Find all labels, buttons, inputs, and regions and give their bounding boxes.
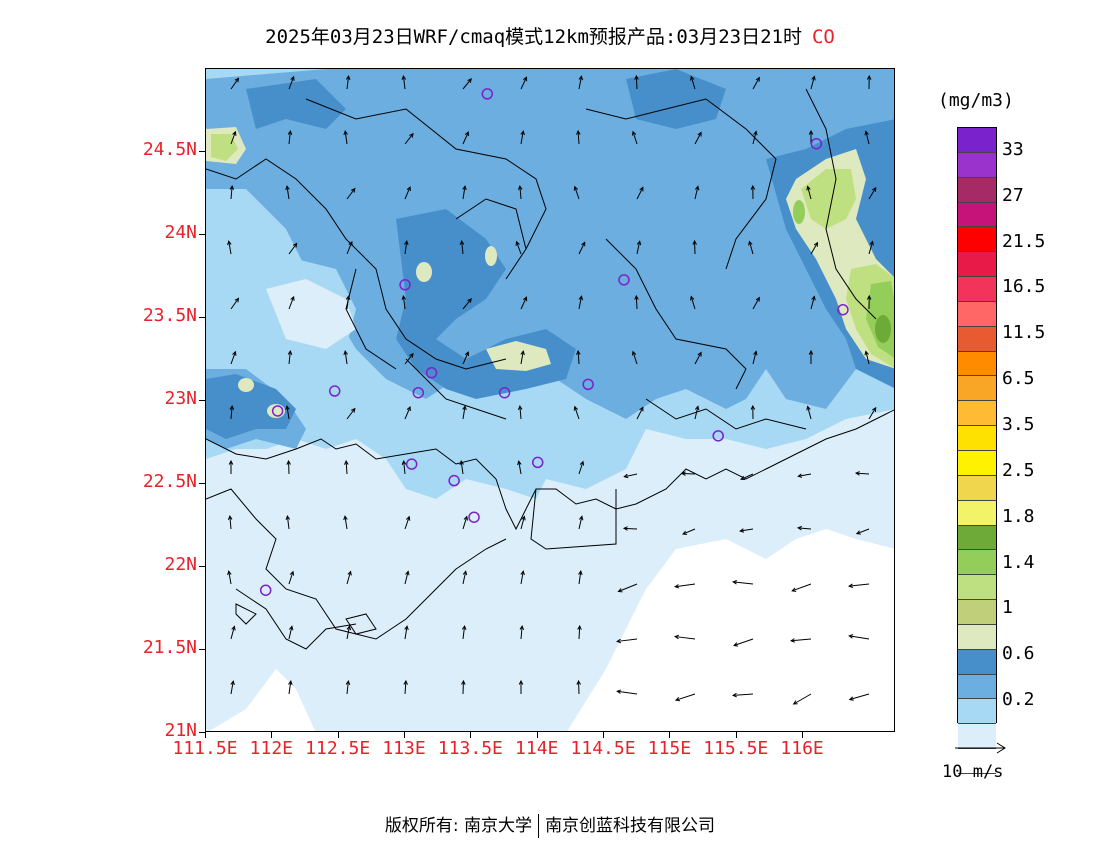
colorbar-swatch — [958, 675, 996, 700]
lon-tick — [669, 732, 670, 738]
title-species: CO — [812, 26, 835, 48]
colorbar-swatch — [958, 302, 996, 327]
lat-label: 24.5N — [117, 139, 197, 160]
colorbar-swatch — [958, 277, 996, 302]
lon-tick — [736, 732, 737, 738]
lon-label: 116E — [762, 738, 842, 759]
field-1b-a — [416, 262, 432, 282]
copyright-right: 南京创蓝科技有限公司 — [545, 816, 715, 836]
lat-label: 22N — [117, 554, 197, 575]
title-main: 2025年03月23日WRF/cmaq模式12km预报产品:03月23日21时 — [265, 26, 802, 48]
colorbar-swatch — [958, 550, 996, 575]
lat-label: 23N — [117, 388, 197, 409]
colorbar-swatch — [958, 501, 996, 526]
field-1b-c — [238, 378, 254, 392]
colorbar-label: 2.5 — [1002, 460, 1035, 481]
lon-tick — [271, 732, 272, 738]
colorbar-unit: (mg/m3) — [938, 90, 1014, 111]
colorbar-swatch — [958, 128, 996, 153]
field-1b-b — [485, 246, 497, 266]
wind-reference-label: 10 m/s — [942, 762, 1003, 782]
lat-label: 21.5N — [117, 637, 197, 658]
colorbar-swatch — [958, 650, 996, 675]
colorbar-label: 33 — [1002, 139, 1024, 160]
lat-tick — [199, 400, 205, 401]
colorbar-swatch — [958, 476, 996, 501]
lat-tick — [199, 151, 205, 152]
colorbar-label: 27 — [1002, 185, 1024, 206]
colorbar-label: 1.4 — [1002, 552, 1035, 573]
lat-label: 23.5N — [117, 305, 197, 326]
colorbar-swatch — [958, 376, 996, 401]
colorbar-swatch — [958, 352, 996, 377]
colorbar-swatch — [958, 575, 996, 600]
colorbar-swatch — [958, 600, 996, 625]
colorbar-swatch — [958, 625, 996, 650]
colorbar-swatch — [958, 451, 996, 476]
lon-tick — [802, 732, 803, 738]
colorbar-label: 3.5 — [1002, 414, 1035, 435]
colorbar-label: 1 — [1002, 597, 1013, 618]
colorbar-label: 11.5 — [1002, 322, 1045, 343]
colorbar-swatch — [958, 699, 996, 724]
lon-tick — [470, 732, 471, 738]
colorbar-swatch — [958, 426, 996, 451]
lat-tick — [199, 483, 205, 484]
lat-label: 24N — [117, 222, 197, 243]
lon-tick — [205, 732, 206, 738]
colorbar-swatch — [958, 526, 996, 551]
colorbar-swatch — [958, 153, 996, 178]
map-title: 2025年03月23日WRF/cmaq模式12km预报产品:03月23日21时 C… — [0, 22, 1100, 49]
wind-reference-arrow — [955, 740, 1011, 756]
lat-label: 22.5N — [117, 471, 197, 492]
field-1-8-b — [793, 200, 805, 224]
colorbar-label: 1.8 — [1002, 506, 1035, 527]
lat-tick — [199, 234, 205, 235]
colorbar-label: 0.2 — [1002, 689, 1035, 710]
field-2-a — [875, 315, 891, 343]
lat-tick — [199, 317, 205, 318]
colorbar-swatch — [958, 227, 996, 252]
colorbar-label: 16.5 — [1002, 276, 1045, 297]
forecast-map[interactable] — [205, 68, 895, 732]
colorbar-swatch — [958, 327, 996, 352]
colorbar-label: 0.6 — [1002, 643, 1035, 664]
lon-tick — [338, 732, 339, 738]
colorbar — [957, 127, 997, 723]
copyright-left: 版权所有: 南京大学 — [385, 816, 532, 836]
colorbar-swatch — [958, 178, 996, 203]
lon-tick — [537, 732, 538, 738]
lon-tick — [404, 732, 405, 738]
colorbar-swatch — [958, 401, 996, 426]
colorbar-swatch — [958, 203, 996, 228]
colorbar-label: 6.5 — [1002, 368, 1035, 389]
copyright: 版权所有: 南京大学 南京创蓝科技有限公司 — [0, 811, 1100, 838]
map-canvas — [206, 69, 895, 732]
colorbar-label: 21.5 — [1002, 231, 1045, 252]
colorbar-swatch — [958, 252, 996, 277]
lon-tick — [603, 732, 604, 738]
lat-tick — [199, 649, 205, 650]
lat-tick — [199, 566, 205, 567]
